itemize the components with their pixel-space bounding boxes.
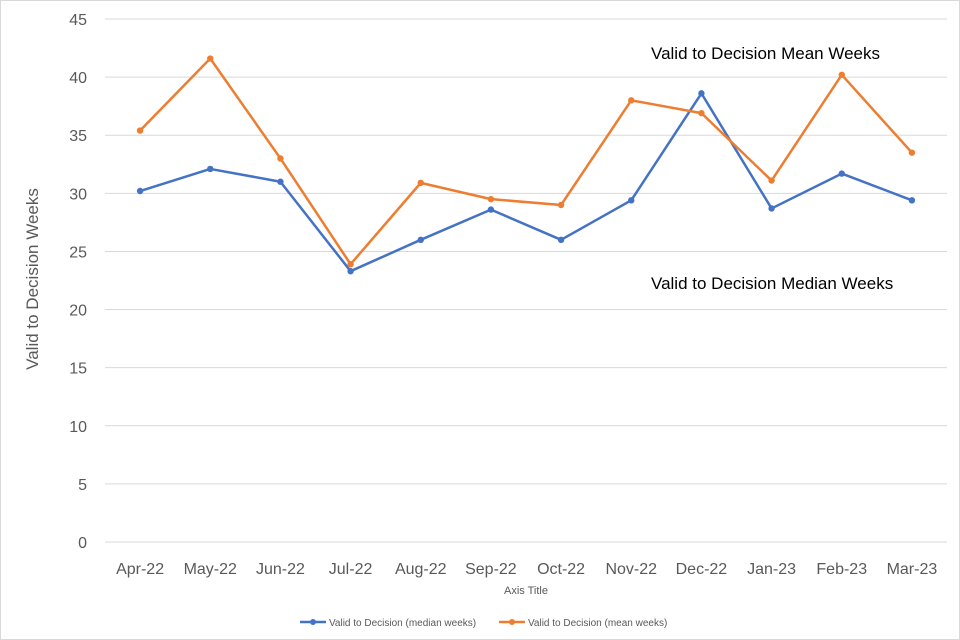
y-tick-label: 15	[69, 361, 87, 378]
x-tick-label: Oct-22	[537, 561, 585, 578]
y-tick-label: 20	[69, 303, 87, 320]
data-point-mean	[347, 261, 354, 268]
data-point-median	[207, 165, 214, 173]
data-point-mean	[768, 177, 775, 184]
gridlines	[105, 18, 947, 543]
x-tick-label: Jan-23	[747, 561, 796, 578]
data-point-median	[557, 236, 565, 244]
data-point-mean	[136, 127, 144, 134]
data-point-median	[347, 268, 354, 275]
legend-median-label: Valid to Decision (median weeks)	[329, 618, 476, 629]
data-point-median	[838, 170, 845, 177]
x-tick-label: Jun-22	[256, 561, 305, 578]
y-tick-label: 5	[78, 477, 87, 494]
legend-median-marker	[310, 619, 316, 625]
x-tick-label: Aug-22	[395, 561, 447, 578]
data-point-median	[417, 236, 424, 244]
data-point-median	[628, 197, 635, 204]
data-point-mean	[838, 71, 845, 78]
data-point-median	[908, 197, 916, 204]
annotation-mean: Valid to Decision Mean Weeks	[651, 44, 880, 63]
y-tick-label: 10	[69, 419, 87, 436]
legend: Valid to Decision (median weeks) Valid t…	[300, 618, 667, 629]
series-points	[136, 55, 916, 275]
x-tick-label: Nov-22	[605, 561, 657, 578]
data-point-mean	[207, 55, 214, 62]
data-point-mean	[417, 179, 424, 187]
y-tick-label: 30	[69, 186, 87, 203]
y-axis-ticks: 0 5 10 15 20 25 30 35 40 45	[69, 12, 87, 552]
data-point-median	[768, 205, 775, 212]
x-tick-label: Jul-22	[329, 561, 373, 578]
data-point-median	[487, 206, 495, 213]
legend-mean-marker	[509, 619, 515, 625]
x-tick-label: Mar-23	[887, 561, 938, 578]
series-lines	[139, 57, 913, 273]
series-line-median	[139, 92, 913, 273]
x-tick-label: Dec-22	[676, 561, 728, 578]
data-point-median	[698, 90, 705, 97]
series-line-mean	[139, 57, 913, 266]
legend-mean-label: Valid to Decision (mean weeks)	[528, 618, 667, 629]
x-tick-label: Feb-23	[816, 561, 867, 578]
x-axis-ticks: Apr-22 May-22 Jun-22 Jul-22 Aug-22 Sep-22 Oct-…	[116, 561, 937, 578]
legend-item-median: Valid to Decision (median weeks)	[300, 618, 476, 629]
annotation-median: Valid to Decision Median Weeks	[651, 274, 893, 293]
y-tick-label: 40	[69, 70, 87, 87]
data-point-mean	[698, 109, 705, 117]
data-point-mean	[557, 201, 565, 209]
legend-item-mean: Valid to Decision (mean weeks)	[499, 618, 667, 629]
y-tick-label: 45	[69, 12, 87, 29]
data-point-mean	[908, 149, 916, 156]
data-point-mean	[487, 195, 495, 203]
data-point-median	[277, 178, 284, 185]
y-tick-label: 0	[78, 535, 87, 552]
x-tick-label: May-22	[184, 561, 237, 578]
data-point-mean	[628, 97, 635, 104]
y-tick-label: 25	[69, 244, 87, 261]
y-axis-title: Valid to Decision Weeks	[23, 188, 42, 370]
data-point-median	[136, 187, 144, 195]
x-tick-label: Sep-22	[465, 561, 517, 578]
x-axis-title: Axis Title	[504, 585, 548, 597]
data-point-mean	[277, 155, 284, 162]
x-tick-label: Apr-22	[116, 561, 164, 578]
y-tick-label: 35	[69, 128, 87, 145]
